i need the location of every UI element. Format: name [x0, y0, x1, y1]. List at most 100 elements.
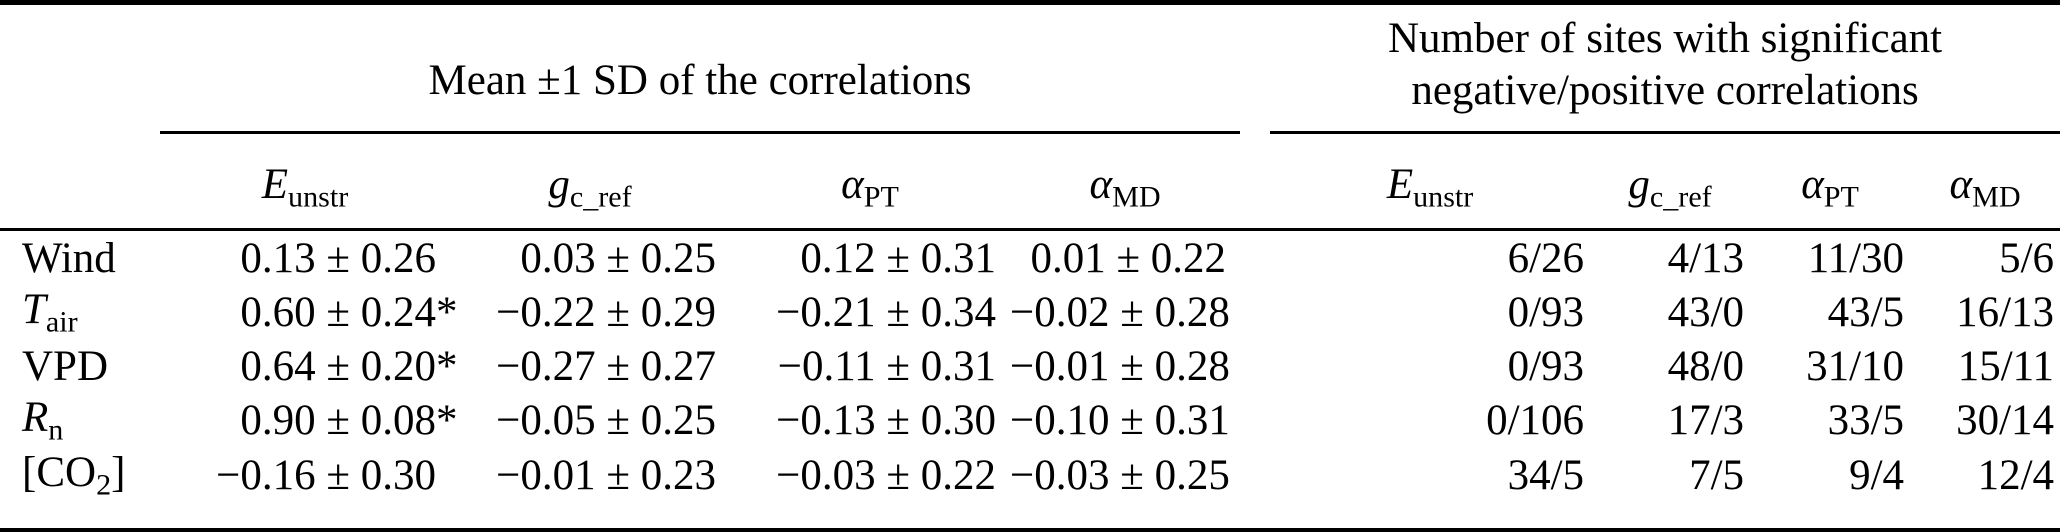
mean-value-cell: −0.21 ± 0.34	[776, 288, 996, 336]
count-value-cell: 48/0	[1667, 342, 1745, 390]
count-value-cell: 5/6	[1999, 234, 2055, 282]
section-gap	[1240, 448, 1270, 502]
mean-value-cell: −0.27 ± 0.27	[496, 342, 716, 390]
text-segment: E	[1386, 160, 1414, 208]
count-value-cell: 6/26	[1507, 234, 1585, 282]
mean-value-cell: 0.01 ± 0.22	[1030, 234, 1227, 282]
mean-value-cell: 0.64 ± 0.20*	[240, 342, 458, 390]
mean-value-cell: −0.11 ± 0.31	[777, 342, 996, 390]
row-label-vpd: VPD	[0, 339, 160, 393]
text-segment: g	[1628, 160, 1650, 208]
column-header-row: Eunstr gc_ref αPT αMD Eunstr gc_ref αPT αMD	[0, 132, 2061, 231]
count-value-cell: 17/3	[1667, 397, 1745, 445]
mean-value-cell: 0.03 ± 0.25	[520, 234, 716, 282]
text-segment: α	[841, 160, 864, 208]
table-row-t-air: Tair 0.60 ± 0.24* −0.22 ± 0.29 −0.21 ± 0.34…	[0, 285, 2060, 339]
subscript-text: MD	[1112, 179, 1161, 213]
subscript-text: unstr	[288, 179, 349, 213]
count-value-cell: 12/4	[1977, 451, 2055, 499]
text-segment: g	[548, 160, 570, 208]
sites-count-span-title-line2: negative/positive correlations	[1411, 67, 1919, 114]
section-gap	[1240, 285, 1270, 339]
bottom-spacer-cell	[0, 502, 2060, 530]
subscript-text: air	[45, 304, 78, 339]
header-label-spacer	[0, 3, 160, 133]
column-header-e-unstr: Eunstr	[160, 132, 450, 231]
count-value-cell: 43/0	[1667, 288, 1745, 336]
count-value-cell: 0/106	[1486, 397, 1585, 445]
mean-value-cell: 0.60 ± 0.24*	[240, 288, 458, 336]
count-value-cell: 7/5	[1689, 451, 1745, 499]
column-header-counts-e-unstr: Eunstr	[1270, 132, 1591, 231]
section-gap	[1240, 132, 1271, 231]
table-row-vpd: VPD 0.64 ± 0.20* −0.27 ± 0.27 −0.11 ± 0.31−…	[0, 339, 2060, 393]
text-segment: ]	[111, 448, 126, 496]
count-value-cell: 43/5	[1827, 288, 1905, 336]
count-value-cell: 34/5	[1507, 451, 1585, 499]
column-header-alpha-md: αMD	[1010, 132, 1241, 231]
mean-value-cell: −0.03 ± 0.22	[776, 451, 996, 499]
text-segment: α	[1949, 160, 1973, 208]
mean-value-cell: −0.03 ± 0.25	[1010, 451, 1230, 499]
span-header-row: Mean ±1 SD of the correlations Number of…	[0, 2, 2061, 134]
sites-count-span-header: Number of sites with significant negativ…	[1270, 2, 2061, 134]
mean-value-cell: −0.02 ± 0.28	[1010, 288, 1230, 336]
mean-value-cell: −0.22 ± 0.29	[496, 288, 716, 336]
count-value-cell: 33/5	[1827, 397, 1905, 445]
section-gap	[1240, 3, 1270, 133]
count-value-cell: 15/11	[1957, 342, 2055, 390]
subscript-text: c_ref	[569, 179, 632, 213]
count-value-cell: 11/30	[1807, 234, 1905, 282]
mean-value-cell: 0.13 ± 0.26	[240, 234, 436, 282]
mean-value-cell: −0.10 ± 0.31	[1010, 397, 1230, 445]
count-value-cell: 9/4	[1849, 451, 1905, 499]
table-row-wind: Wind 0.13 ± 0.26 0.03 ± 0.25 0.12 ± 0.31 0.0…	[0, 230, 2060, 286]
mean-value-cell: −0.01 ± 0.23	[496, 451, 716, 499]
mean-value-cell: 0.90 ± 0.08*	[240, 397, 458, 445]
count-value-cell: 31/10	[1806, 342, 1905, 390]
subscript-text: PT	[1823, 179, 1859, 213]
text-segment: VPD	[22, 342, 109, 390]
column-header-counts-alpha-md: αMD	[1910, 132, 2061, 231]
row-label-r-n: Rn	[0, 393, 160, 447]
text-segment: E	[261, 160, 289, 208]
row-label-wind: Wind	[0, 230, 160, 286]
mean-value-cell: −0.01 ± 0.28	[1010, 342, 1230, 390]
count-value-cell: 30/14	[1956, 397, 2055, 445]
table-header: Mean ±1 SD of the correlations Number of…	[0, 2, 2061, 231]
subscript-text: MD	[1972, 179, 2021, 213]
mean-sd-span-header: Mean ±1 SD of the correlations	[160, 2, 1241, 134]
column-header-g-c-ref: gc_ref	[450, 132, 730, 231]
column-header-alpha-pt: αPT	[730, 132, 1010, 231]
subscript-text: PT	[863, 179, 899, 213]
subscript-text: unstr	[1413, 179, 1474, 213]
text-segment: α	[1089, 160, 1113, 208]
count-value-cell: 4/13	[1667, 234, 1745, 282]
section-gap	[1240, 339, 1270, 393]
mean-value-cell: −0.05 ± 0.25	[496, 397, 716, 445]
count-value-cell: 0/93	[1507, 288, 1585, 336]
text-segment: R	[22, 394, 49, 442]
table-row-r-n: Rn 0.90 ± 0.08* −0.05 ± 0.25 −0.13 ± 0.30 −0…	[0, 393, 2060, 447]
text-segment: T	[22, 286, 46, 333]
count-value-cell: 0/93	[1507, 342, 1585, 390]
subscript-text: n	[48, 412, 64, 447]
column-header-counts-alpha-pt: αPT	[1750, 132, 1911, 231]
row-label-t-air: Tair	[0, 285, 160, 339]
subscript-text: 2	[96, 467, 112, 502]
mean-value-cell: 0.12 ± 0.31	[800, 234, 996, 282]
sites-count-span-title-line1: Number of sites with significant	[1387, 15, 1943, 62]
mean-sd-span-title: Mean ±1 SD of the correlations	[428, 57, 972, 104]
mean-value-cell: −0.13 ± 0.30	[776, 397, 996, 445]
section-gap	[1240, 393, 1270, 447]
table-body: Wind 0.13 ± 0.26 0.03 ± 0.25 0.12 ± 0.31 0.0…	[0, 230, 2060, 531]
row-label-co2: [CO2]	[0, 448, 160, 502]
count-value-cell: 16/13	[1956, 288, 2055, 336]
subscript-text: c_ref	[1649, 179, 1712, 213]
text-segment: [CO	[22, 448, 97, 496]
column-header-counts-g-c-ref: gc_ref	[1590, 132, 1751, 231]
bottom-spacer-row	[0, 502, 2060, 530]
table-row-co2: [CO2] −0.16 ± 0.30 −0.01 ± 0.23 −0.03 ± 0.2…	[0, 448, 2060, 502]
